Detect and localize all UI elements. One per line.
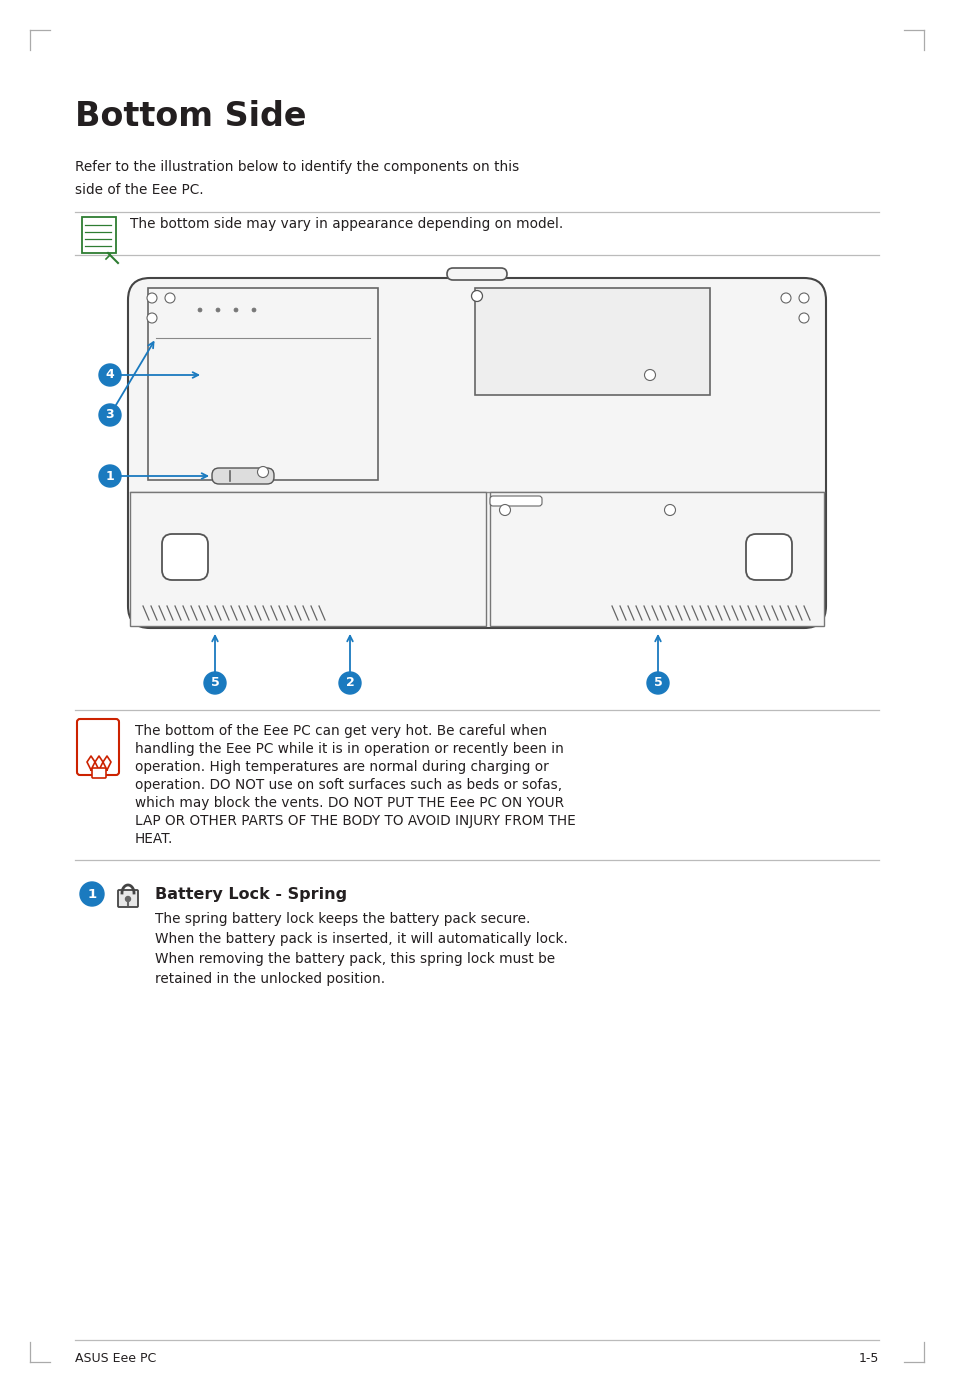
FancyBboxPatch shape (490, 496, 541, 507)
Text: handling the Eee PC while it is in operation or recently been in: handling the Eee PC while it is in opera… (135, 742, 563, 756)
Text: The bottom side may vary in appearance depending on model.: The bottom side may vary in appearance d… (130, 217, 562, 231)
Text: The spring battery lock keeps the battery pack secure.: The spring battery lock keeps the batter… (154, 912, 530, 926)
Text: LAP OR OTHER PARTS OF THE BODY TO AVOID INJURY FROM THE: LAP OR OTHER PARTS OF THE BODY TO AVOID … (135, 814, 576, 828)
FancyBboxPatch shape (490, 491, 823, 626)
Text: operation. DO NOT use on soft surfaces such as beds or sofas,: operation. DO NOT use on soft surfaces s… (135, 778, 561, 792)
Circle shape (664, 504, 675, 515)
FancyBboxPatch shape (91, 768, 106, 778)
Text: Battery Lock - Spring: Battery Lock - Spring (154, 887, 347, 902)
Circle shape (252, 308, 255, 312)
FancyBboxPatch shape (118, 889, 138, 908)
Circle shape (165, 292, 174, 303)
Text: HEAT.: HEAT. (135, 832, 173, 846)
Circle shape (257, 466, 268, 477)
FancyBboxPatch shape (475, 288, 709, 395)
Circle shape (644, 369, 655, 380)
Text: 2: 2 (345, 677, 354, 689)
Circle shape (126, 896, 131, 902)
Circle shape (215, 308, 220, 312)
Circle shape (338, 672, 360, 695)
FancyBboxPatch shape (130, 491, 485, 626)
Circle shape (646, 672, 668, 695)
Text: 1: 1 (106, 469, 114, 483)
Text: 4: 4 (106, 369, 114, 381)
Circle shape (147, 313, 157, 323)
Text: which may block the vents. DO NOT PUT THE Eee PC ON YOUR: which may block the vents. DO NOT PUT TH… (135, 796, 563, 810)
Text: Bottom Side: Bottom Side (75, 100, 306, 134)
Circle shape (781, 292, 790, 303)
Text: When the battery pack is inserted, it will automatically lock.: When the battery pack is inserted, it wi… (154, 933, 567, 947)
FancyBboxPatch shape (82, 217, 116, 253)
Circle shape (233, 308, 237, 312)
FancyBboxPatch shape (128, 278, 825, 628)
Circle shape (99, 404, 121, 426)
FancyBboxPatch shape (162, 535, 208, 580)
Circle shape (80, 883, 104, 906)
Circle shape (99, 363, 121, 386)
Circle shape (499, 504, 510, 515)
Circle shape (204, 672, 226, 695)
Circle shape (99, 465, 121, 487)
FancyBboxPatch shape (745, 535, 791, 580)
Circle shape (147, 292, 157, 303)
Text: 5: 5 (211, 677, 219, 689)
Text: retained in the unlocked position.: retained in the unlocked position. (154, 972, 385, 986)
Circle shape (471, 291, 482, 302)
Text: side of the Eee PC.: side of the Eee PC. (75, 182, 203, 198)
FancyBboxPatch shape (212, 468, 274, 484)
Text: 1: 1 (88, 888, 96, 901)
Text: 1-5: 1-5 (858, 1352, 878, 1366)
Text: operation. High temperatures are normal during charging or: operation. High temperatures are normal … (135, 760, 548, 774)
Text: Refer to the illustration below to identify the components on this: Refer to the illustration below to ident… (75, 160, 518, 174)
Text: When removing the battery pack, this spring lock must be: When removing the battery pack, this spr… (154, 952, 555, 966)
Text: 5: 5 (653, 677, 661, 689)
FancyBboxPatch shape (447, 269, 506, 280)
Circle shape (198, 308, 202, 312)
FancyBboxPatch shape (77, 720, 119, 775)
Text: ASUS Eee PC: ASUS Eee PC (75, 1352, 156, 1366)
Text: The bottom of the Eee PC can get very hot. Be careful when: The bottom of the Eee PC can get very ho… (135, 724, 547, 738)
Circle shape (799, 313, 808, 323)
Text: 3: 3 (106, 408, 114, 422)
Circle shape (799, 292, 808, 303)
FancyBboxPatch shape (148, 288, 377, 480)
